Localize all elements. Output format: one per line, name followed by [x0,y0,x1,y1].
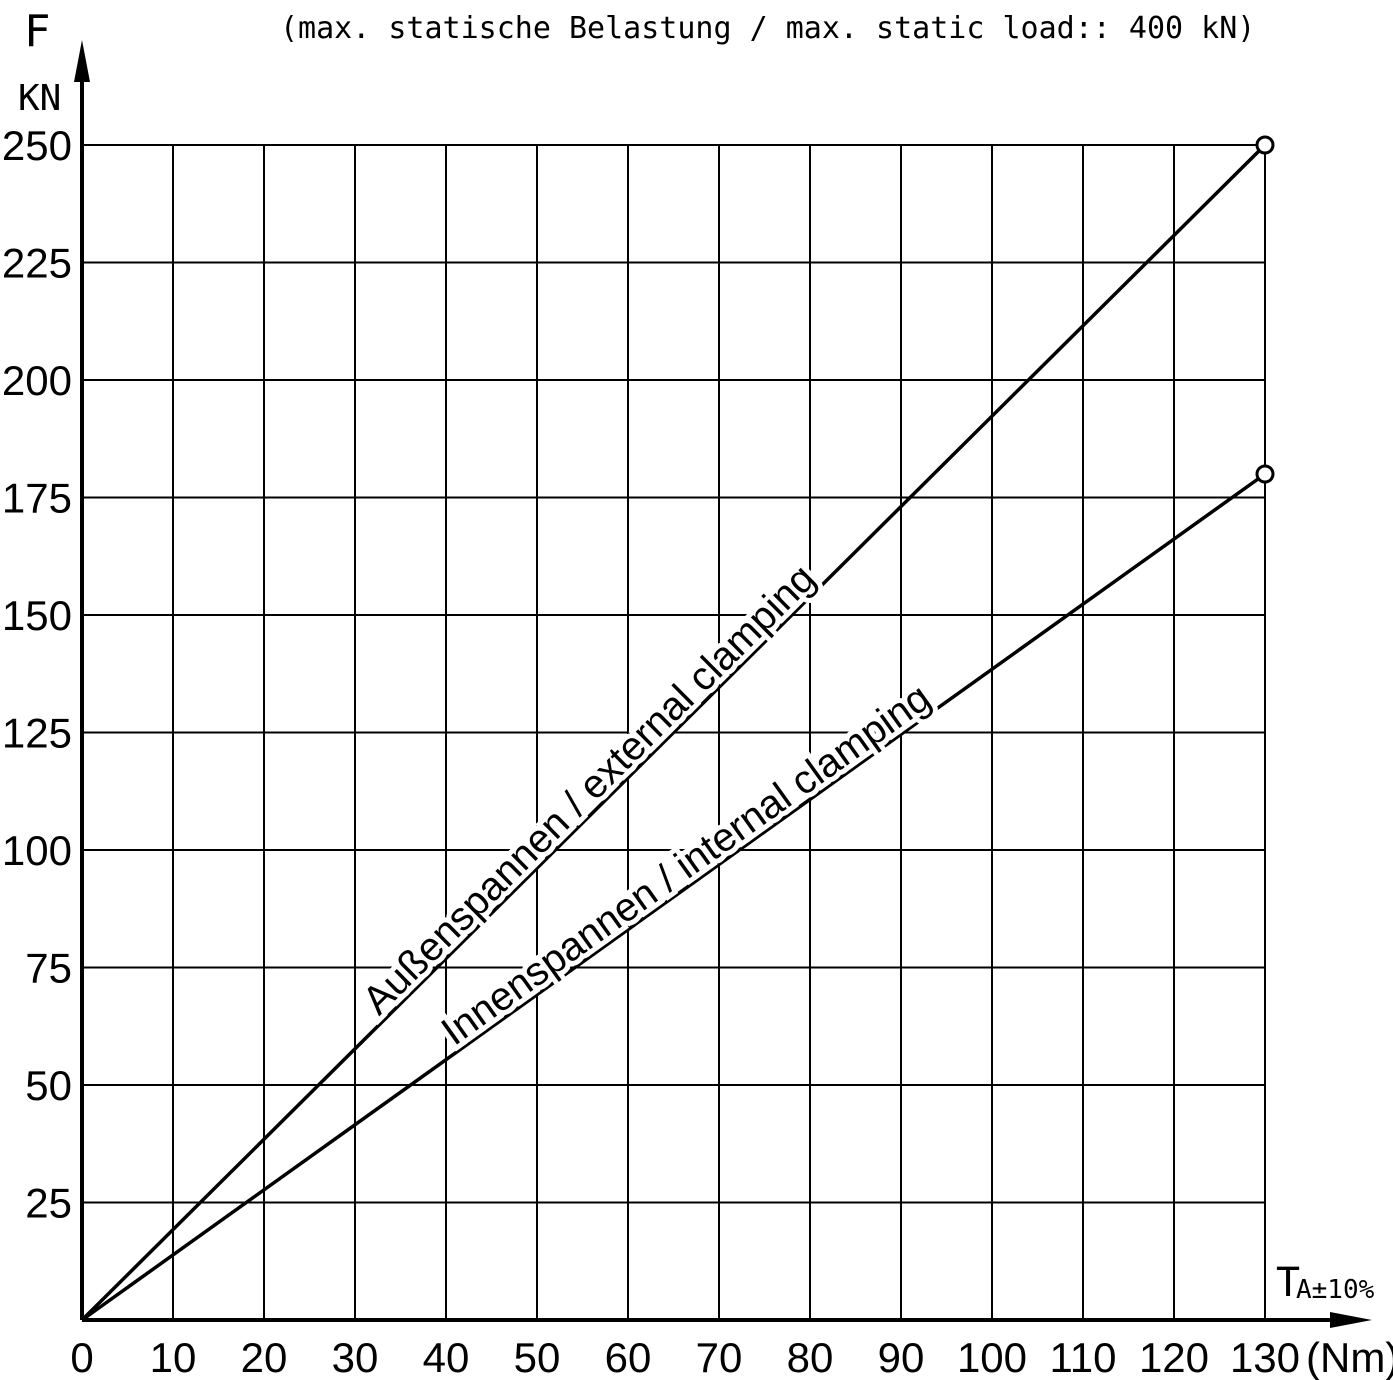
y-tick-label: 125 [2,710,72,757]
series-end-marker [1255,135,1275,155]
axes [74,40,1372,1328]
y-tick-label: 150 [2,592,72,639]
x-tick-label: 120 [1139,1334,1209,1380]
x-tick-label: 30 [332,1334,379,1380]
x-tick-label: 10 [150,1334,197,1380]
y-tick-label: 175 [2,475,72,522]
x-tick-label: 100 [957,1334,1027,1380]
x-tick-label: 20 [241,1334,288,1380]
x-tick-label: 40 [423,1334,470,1380]
y-tick-label: 250 [2,122,72,169]
x-tick-label: 90 [878,1334,925,1380]
x-tick-label: 0 [70,1334,93,1380]
y-tick-label: 75 [25,945,72,992]
x-axis-unit: (Nm) [1306,1334,1393,1380]
y-tick-label: 100 [2,827,72,874]
x-tick-label: 130 [1230,1334,1300,1380]
chart-title: (max. statische Belastung / max. static … [280,11,1255,46]
x-axis-symbol: T [1276,1260,1300,1306]
x-tick-label: 80 [787,1334,834,1380]
y-tick-label: 225 [2,240,72,287]
y-tick-label: 25 [25,1180,72,1227]
x-axis-arrow [1330,1312,1372,1328]
x-tick-label: 60 [605,1334,652,1380]
tick-labels: 0 10 20 30 40 50 60 70 80 90 100 110 120 130 25 50 75 100… [2,122,1300,1380]
x-tick-label: 50 [514,1334,561,1380]
y-tick-label: 200 [2,357,72,404]
y-axis-unit: KN [18,78,61,119]
y-tick-label: 50 [25,1062,72,1109]
series-end-marker [1255,464,1275,484]
series-line [80,472,1267,1322]
x-tick-label: 70 [696,1334,743,1380]
series: Außenspannen / external clampingInnenspa… [80,135,1275,1322]
x-tick-label: 110 [1050,1334,1117,1380]
y-axis-arrow [74,40,90,82]
x-axis-subscript: A±10% [1296,1275,1375,1305]
series-line [80,143,1267,1322]
y-axis-symbol: F [24,6,51,57]
